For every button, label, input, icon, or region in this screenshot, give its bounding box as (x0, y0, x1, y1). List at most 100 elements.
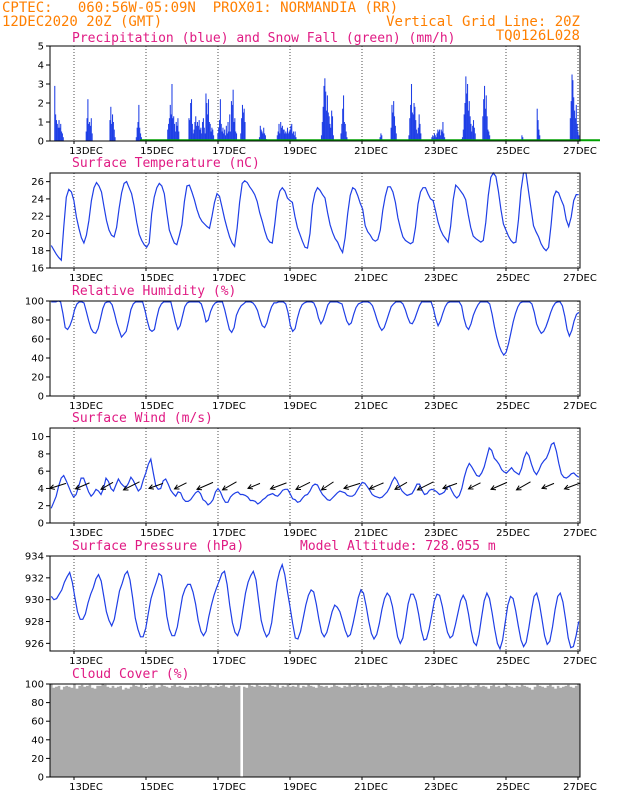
precip-bar (54, 85, 56, 141)
x-tick-label: 17DEC (212, 273, 246, 284)
wind-arrow (100, 481, 114, 490)
y-tick-label: 8 (38, 449, 44, 460)
precip-bar (204, 133, 206, 141)
y-tick-label: 26 (31, 177, 44, 188)
x-tick-label: 25DEC (496, 273, 530, 284)
precip-bar (231, 104, 233, 141)
y-tick-label: 20 (31, 229, 44, 240)
precip-bar (331, 116, 334, 141)
wind-arrow-head (442, 484, 449, 490)
precip-bar (332, 135, 334, 141)
precip-bar (262, 133, 264, 141)
wind-arrow (196, 481, 214, 490)
precip-bar (59, 127, 61, 141)
x-tick-label: 13DEC (69, 273, 103, 284)
precip-bar (244, 122, 246, 141)
precip-bar (392, 112, 394, 141)
precip-bar (391, 104, 393, 141)
panel-frame (49, 683, 581, 778)
precip-bar (489, 135, 491, 141)
precip-bar (205, 93, 207, 141)
precip-bar (485, 95, 487, 141)
precip-bar (415, 120, 417, 141)
precip-bar (174, 131, 176, 141)
precip-bar (416, 133, 418, 141)
precip-bar (467, 84, 469, 141)
panel-title-precip: Precipitation (blue) and Snow Fall (gree… (72, 31, 456, 46)
wind-arrow (343, 482, 361, 489)
wind-arrow (564, 482, 581, 490)
precip-bar (483, 99, 485, 141)
y-tick-label: 926 (25, 639, 44, 650)
precip-bar (473, 127, 475, 141)
wind-arrow (123, 481, 140, 491)
precip-bar (190, 99, 193, 141)
precip-bar (193, 129, 195, 141)
precip-bar (277, 131, 279, 141)
precip-bar (178, 131, 180, 141)
precip-bar (241, 118, 243, 141)
y-tick-label: 16 (31, 264, 44, 275)
precip-bar (537, 120, 539, 141)
precip-bar (487, 129, 489, 141)
precip-bar (280, 122, 282, 141)
precip-bar (232, 89, 234, 141)
precip-bar (110, 106, 112, 141)
precip-bar (469, 116, 471, 141)
cloud-cover-area (50, 684, 580, 777)
precip-bar (409, 118, 411, 141)
precip-bar (87, 99, 89, 141)
precip-bar (282, 129, 284, 141)
x-tick-label: 23DEC (424, 401, 458, 412)
precip-bar (575, 104, 577, 141)
precip-bar (286, 127, 289, 141)
precip-bar (283, 129, 285, 141)
precip-bar (208, 122, 210, 141)
x-tick-label: 13DEC (69, 146, 103, 157)
wind-arrow-head (295, 484, 302, 491)
x-tick-label: 23DEC (424, 528, 458, 539)
precip-bar (111, 123, 113, 141)
wind-arrow (295, 481, 311, 490)
panel-frame (49, 45, 581, 142)
x-tick-label: 13DEC (69, 656, 103, 667)
y-tick-label: 930 (25, 595, 44, 606)
precip-bar (177, 118, 179, 141)
x-tick-label: 19DEC (283, 401, 317, 412)
precip-bar (329, 123, 331, 141)
precip-bar (135, 137, 137, 141)
precip-bar (432, 135, 434, 141)
x-tick-label: 27DEC (563, 273, 597, 284)
x-tick-label: 27DEC (563, 528, 597, 539)
precip-bar (217, 133, 219, 141)
precip-bar (433, 137, 435, 141)
precip-bar (89, 125, 91, 141)
precip-bar (175, 122, 177, 141)
precip-bar (343, 95, 345, 141)
precip-bar (412, 114, 414, 141)
precip-bar (56, 123, 58, 141)
precip-bar (321, 122, 323, 141)
y-tick-label: 0 (38, 137, 44, 148)
precip-bar (344, 123, 346, 141)
precip-bar (279, 133, 281, 141)
wind-arrow-head (196, 485, 203, 491)
precip-bar (197, 125, 199, 141)
wind-arrow-head (100, 484, 107, 490)
precip-bar (189, 120, 191, 141)
precip-bar (295, 137, 297, 141)
precip-bar (240, 133, 242, 141)
precip-bar (276, 135, 278, 141)
precip-bar (263, 127, 265, 141)
precip-bar (327, 112, 329, 141)
precip-bar (241, 104, 244, 141)
precip-bar (136, 127, 138, 141)
wind-arrow (369, 482, 384, 490)
y-tick-label: 22 (31, 212, 44, 223)
precip-bar (168, 118, 170, 141)
precip-bar (433, 133, 435, 141)
y-tick-label: 80 (31, 316, 44, 327)
precip-bar (58, 120, 60, 141)
x-tick-label: 17DEC (212, 656, 246, 667)
precip-bar (293, 135, 295, 141)
